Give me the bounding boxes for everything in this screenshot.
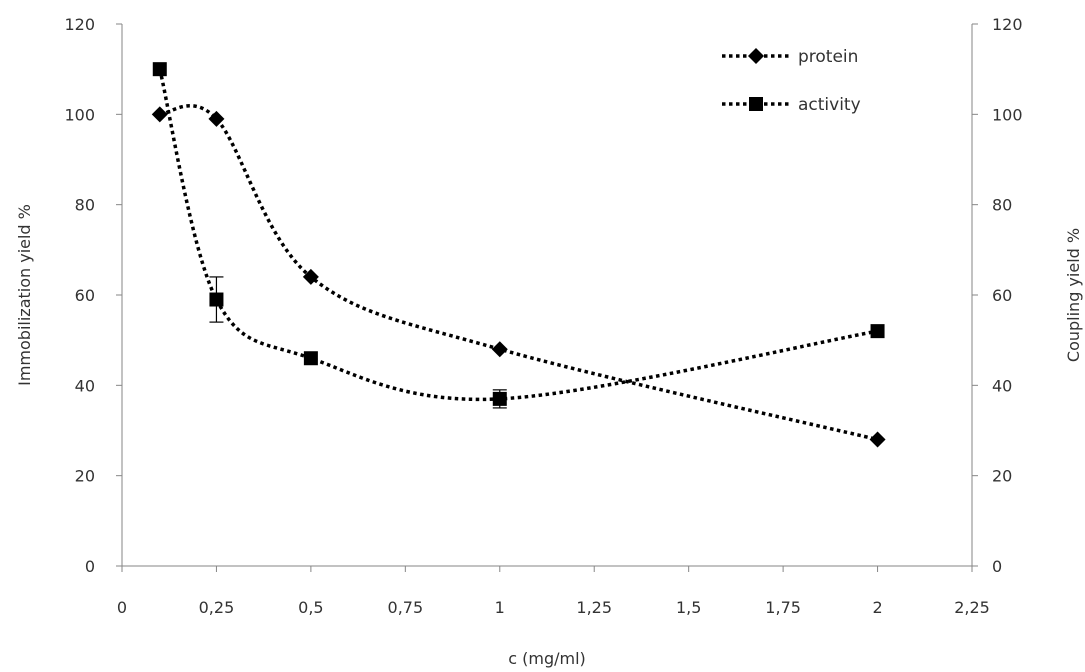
data-point-activity: [870, 324, 885, 339]
series-line-protein: [159, 104, 878, 442]
right-y-tick-label: 120: [992, 15, 1023, 34]
left-y-tick-label: 40: [75, 376, 95, 395]
x-tick-label: 0,25: [199, 598, 235, 617]
right-y-tick-label: 0: [992, 557, 1002, 576]
left-y-tick-label: 20: [75, 467, 95, 486]
series-line-activity: [158, 68, 878, 402]
right-y-tick-label: 60: [992, 286, 1012, 305]
right-y-tick-label: 40: [992, 376, 1012, 395]
right-y-axis-title: Coupling yield %: [1064, 228, 1083, 362]
left-y-axis-title: Immobilization yield %: [15, 204, 34, 386]
series-layer: [151, 62, 886, 448]
data-point-activity: [209, 292, 224, 307]
right-y-tick-label: 80: [992, 196, 1012, 215]
legend-item-protein: protein: [722, 47, 858, 67]
x-tick-label: 1: [495, 598, 505, 617]
series-protein: [151, 104, 886, 448]
x-tick-label: 0: [117, 598, 127, 617]
x-tick-label: 1,25: [576, 598, 612, 617]
left-y-tick-label: 60: [75, 286, 95, 305]
right-y-tick-label: 100: [992, 105, 1023, 124]
left-y-tick-label: 120: [64, 15, 95, 34]
ticks-layer: 0 0,25 0,5 0,75 1 1,25 1,5 1,75 2 2,25 0 20 40 60 80 10…: [64, 15, 1022, 617]
x-tick-label: 1,75: [765, 598, 801, 617]
x-tick-label: 2,25: [954, 598, 990, 617]
data-point-protein: [869, 431, 886, 448]
x-tick-label: 2: [872, 598, 882, 617]
x-tick-label: 1,5: [676, 598, 701, 617]
right-y-tick-label: 20: [992, 467, 1012, 486]
legend-label-protein: protein: [798, 47, 858, 67]
legend-marker-activity: [749, 97, 763, 111]
x-axis-title: c (mg/ml): [508, 649, 586, 668]
legend-marker-protein: [748, 48, 764, 64]
left-y-tick-label: 100: [64, 105, 95, 124]
data-point-protein: [151, 106, 168, 123]
data-point-activity: [152, 62, 167, 77]
data-point-protein: [491, 341, 508, 358]
series-activity: [152, 62, 885, 409]
legend-label-activity: activity: [798, 95, 861, 115]
data-point-activity: [492, 391, 507, 406]
legend-item-activity: activity: [722, 95, 861, 115]
left-y-tick-label: 0: [85, 557, 95, 576]
x-tick-label: 0,5: [298, 598, 323, 617]
data-point-protein: [302, 268, 319, 285]
x-tick-label: 0,75: [388, 598, 424, 617]
legend: protein activity: [722, 47, 861, 115]
left-y-tick-label: 80: [75, 196, 95, 215]
data-point-activity: [303, 351, 318, 366]
data-point-protein: [208, 110, 225, 127]
